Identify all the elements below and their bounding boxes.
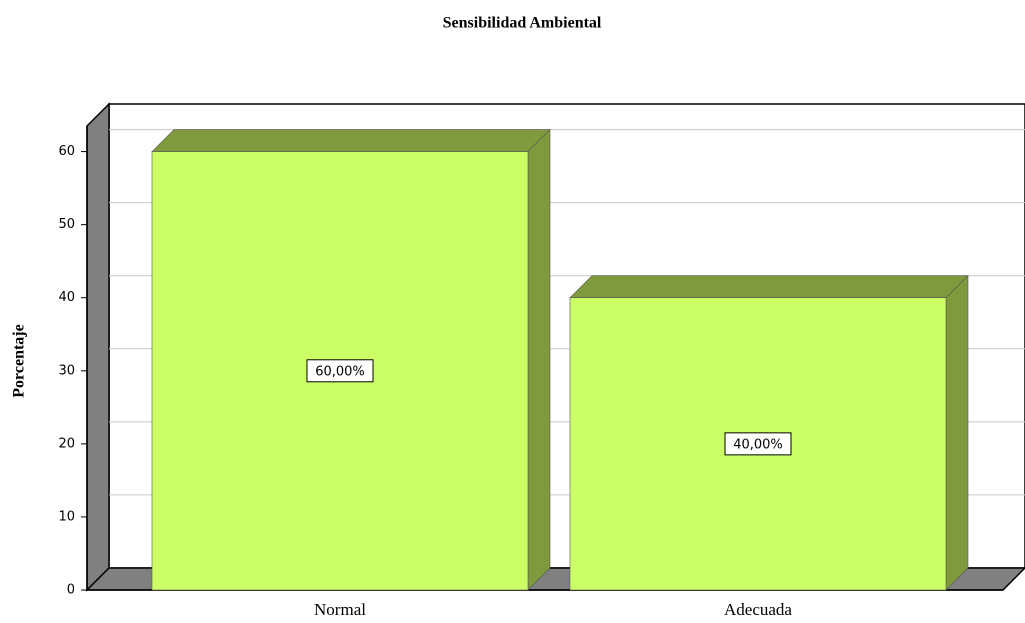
value-label-box xyxy=(724,432,792,456)
value-label: 40,00% xyxy=(733,437,783,452)
value-label: 60,00% xyxy=(315,364,365,379)
y-tick-label: 60 xyxy=(58,144,75,159)
y-tick-label: 20 xyxy=(58,436,75,451)
y-tick-label: 50 xyxy=(58,217,75,232)
bar-side xyxy=(527,128,551,591)
value-label-box xyxy=(306,359,374,383)
left-wall xyxy=(86,102,110,592)
bar-top xyxy=(151,129,551,152)
y-tick-label: 10 xyxy=(58,509,75,524)
y-axis-label: Porcentaje xyxy=(11,324,28,397)
x-tick-label: Adecuada xyxy=(724,600,792,619)
bar-side xyxy=(945,274,969,591)
y-tick-label: 0 xyxy=(67,583,75,598)
chart-title: Sensibilidad Ambiental xyxy=(443,15,602,32)
y-tick-label: 40 xyxy=(58,290,75,305)
x-tick-label: Normal xyxy=(314,600,366,619)
bar-top xyxy=(569,275,969,299)
y-tick-label: 30 xyxy=(58,363,75,378)
